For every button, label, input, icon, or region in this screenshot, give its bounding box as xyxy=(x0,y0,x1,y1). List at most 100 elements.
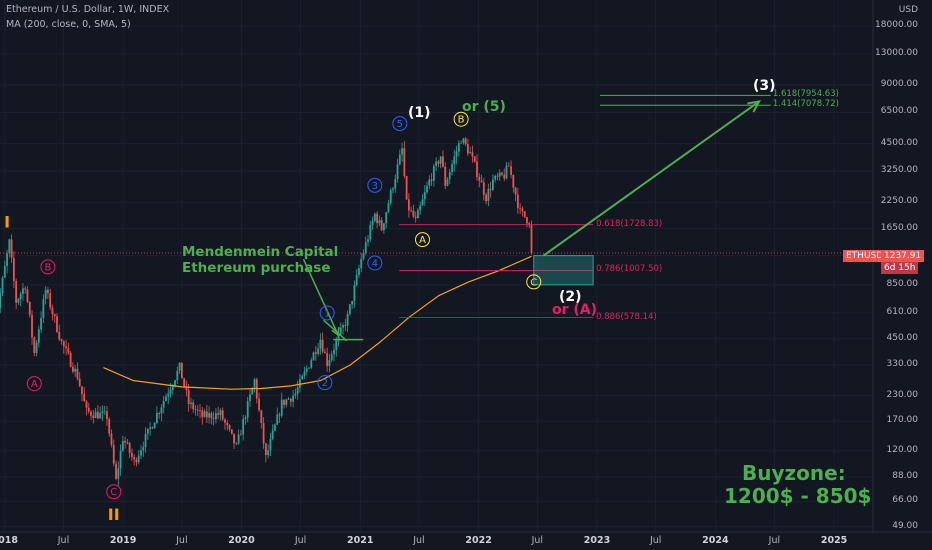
wave-circle xyxy=(319,305,335,321)
x-tick-label: Jul xyxy=(57,535,70,546)
candle-body xyxy=(292,395,295,402)
candle-body xyxy=(253,379,256,388)
candle-body xyxy=(99,412,102,419)
candle-body xyxy=(457,143,460,152)
candle-body xyxy=(239,434,242,436)
candle-body xyxy=(485,194,487,202)
candle-body xyxy=(299,379,301,388)
candle-body xyxy=(369,225,372,240)
y-tick-label: 2250.00 xyxy=(880,196,918,207)
candle-body xyxy=(42,298,45,318)
candle-body xyxy=(348,304,351,315)
y-tick-label: 1650.00 xyxy=(880,222,918,233)
y-tick-label: 230.00 xyxy=(886,389,919,400)
candle-body xyxy=(451,164,453,173)
candle-body xyxy=(190,402,192,404)
candle-body xyxy=(92,415,95,419)
x-tick-label: 2018 xyxy=(0,535,19,546)
candle-body xyxy=(278,414,281,416)
candle-body xyxy=(289,398,292,402)
candle-body xyxy=(176,370,179,381)
wave-label: B xyxy=(44,262,51,273)
candle-body xyxy=(287,398,290,400)
x-tick-label: Jul xyxy=(531,535,544,546)
candle-body xyxy=(251,387,254,395)
candle-body xyxy=(142,447,145,451)
candle-body xyxy=(169,389,172,394)
candle-body xyxy=(208,413,211,418)
candle-body xyxy=(305,368,308,372)
candle-body xyxy=(412,210,415,217)
candle-body xyxy=(260,410,263,424)
x-tick-label: 2023 xyxy=(583,535,611,546)
projection-arrow-head xyxy=(747,100,762,113)
candle-body xyxy=(526,217,528,224)
candle-body xyxy=(155,413,158,423)
candle-body xyxy=(394,178,397,189)
candle-body xyxy=(264,443,267,456)
candle-body xyxy=(6,253,8,266)
candle-body xyxy=(319,339,322,349)
candle-body xyxy=(314,352,317,354)
last-price-tag: 1237.91 xyxy=(881,250,925,262)
candle-body xyxy=(519,208,522,209)
candle-body xyxy=(464,138,467,145)
candle-body xyxy=(333,349,335,355)
candle-body xyxy=(398,154,401,165)
wave-label: A xyxy=(419,235,426,246)
candle-body xyxy=(510,166,512,175)
candle-body xyxy=(507,165,510,167)
candle-body xyxy=(103,411,106,413)
candle-body xyxy=(521,208,524,212)
candle-body xyxy=(514,187,517,195)
candle-body xyxy=(258,398,260,411)
candle-body xyxy=(364,242,367,253)
candle-body xyxy=(203,411,206,418)
candle-body xyxy=(47,289,49,294)
wave-circle xyxy=(26,376,42,392)
x-tick-label: 2020 xyxy=(228,535,255,546)
candle-body xyxy=(498,172,501,177)
buyzone-title: Buyzone: xyxy=(742,461,846,485)
fib-level-label: 0.786(1007.50) xyxy=(596,264,663,275)
candle-body xyxy=(185,386,188,391)
y-tick-label: 330.00 xyxy=(886,359,919,370)
candle-body xyxy=(233,433,235,444)
candle-body xyxy=(308,367,310,369)
candle-body xyxy=(414,216,417,219)
y-tick-label: 170.00 xyxy=(886,415,919,426)
countdown-tag: 6d 15h xyxy=(881,262,919,274)
candle-body xyxy=(135,459,138,463)
candle-body xyxy=(51,307,54,315)
candle-body xyxy=(360,258,363,269)
candle-body xyxy=(69,352,72,367)
candle-body xyxy=(235,443,238,445)
candle-body xyxy=(276,414,279,425)
candle-body xyxy=(432,166,435,181)
candle-body xyxy=(387,203,390,213)
wave-label: I xyxy=(4,212,10,231)
candle-body xyxy=(1,277,4,294)
candle-body xyxy=(167,393,170,397)
wave-label: 1 xyxy=(324,308,330,319)
candle-body xyxy=(146,428,149,434)
candle-body xyxy=(444,166,447,186)
candle-body xyxy=(430,179,433,181)
candle-body xyxy=(215,413,217,420)
candle-body xyxy=(160,407,163,414)
candle-body xyxy=(119,450,122,469)
ma200-line xyxy=(103,255,532,390)
candle-body xyxy=(53,314,56,317)
candle-body xyxy=(467,144,469,154)
candle-body xyxy=(271,430,274,439)
indicator-legend[interactable]: MA (200, close, 0, SMA, 5) xyxy=(6,19,131,30)
candle-body xyxy=(158,413,161,414)
wave-circle xyxy=(317,375,333,391)
x-tick-label: Jul xyxy=(176,535,188,546)
candle-body xyxy=(487,188,490,202)
candle-body xyxy=(221,410,224,420)
candle-body xyxy=(96,411,99,419)
candle-body xyxy=(249,394,251,402)
candle-body xyxy=(294,393,297,396)
